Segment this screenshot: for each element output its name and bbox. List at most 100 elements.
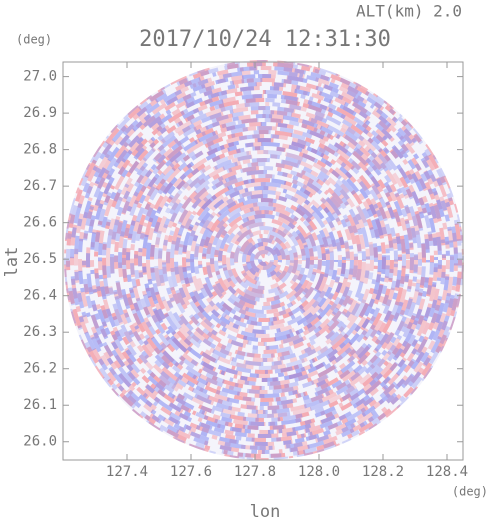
x-axis-label: lon (250, 502, 281, 521)
x-tick-label: 128.2 (362, 464, 404, 480)
y-tick-label: 26.4 (23, 288, 57, 304)
echo-ring (98, 94, 430, 426)
echo-ring (242, 238, 286, 282)
echo-ring (74, 70, 454, 450)
echo-ring (150, 146, 378, 374)
echo-field (64, 60, 464, 460)
x-tick-label: 127.8 (234, 464, 276, 480)
chart-title: 2017/10/24 12:31:30 (139, 27, 391, 52)
echo-ring (254, 250, 274, 270)
echo-ring (126, 122, 402, 398)
altitude-label: ALT(km) 2.0 (356, 2, 462, 21)
echo-ring (166, 162, 362, 358)
echo-ring (222, 218, 306, 302)
echo-ring (186, 182, 342, 338)
echo-ring (182, 178, 346, 342)
echo-ring (142, 138, 386, 382)
y-tick-label: 26.9 (23, 105, 57, 121)
echo-ring (66, 62, 462, 458)
y-tick-label: 27.0 (23, 69, 57, 85)
echo-ring (202, 198, 326, 322)
echo-ring (226, 222, 302, 298)
echo-ring (206, 202, 322, 318)
echo-ring (162, 158, 366, 362)
echo-ring (134, 130, 394, 390)
echo-ring (230, 226, 298, 294)
echo-ring (194, 190, 334, 330)
echo-ring (202, 198, 326, 322)
y-unit: (deg) (16, 33, 52, 47)
echo-ring (234, 230, 294, 290)
echo-ring (122, 118, 406, 402)
y-tick-label: 26.5 (23, 251, 57, 267)
echo-ring (178, 174, 350, 346)
echo-ring (110, 106, 418, 414)
y-tick-label: 26.0 (23, 434, 57, 450)
echo-ring (158, 154, 370, 366)
echo-ring (110, 106, 418, 414)
echo-ring (78, 74, 450, 446)
x-tick-label: 127.6 (170, 464, 212, 480)
echo-ring (170, 166, 358, 354)
echo-ring (70, 66, 458, 454)
echo-ring (178, 174, 350, 346)
echo-ring (238, 234, 290, 286)
echo-ring (230, 226, 298, 294)
echo-ring (258, 254, 270, 266)
echo-ring (246, 242, 282, 278)
echo-ring (190, 186, 338, 334)
echo-ring (166, 162, 362, 358)
echo-ring (210, 206, 318, 314)
echo-ring (138, 134, 390, 386)
echo-ring (94, 90, 434, 430)
x-tick-label: 128.4 (426, 464, 468, 480)
echo-ring (242, 238, 286, 282)
y-tick-label: 26.8 (23, 142, 57, 158)
echo-ring (130, 126, 398, 394)
echo-ring (222, 218, 306, 302)
echo-ring (254, 250, 274, 270)
echo-ring (154, 150, 374, 370)
echo-ring (170, 166, 358, 354)
echo-ring (122, 118, 406, 402)
echo-ring (118, 114, 410, 406)
echo-ring (114, 110, 414, 410)
echo-ring (106, 102, 422, 418)
y-tick-label: 26.2 (23, 361, 57, 377)
echo-ring (214, 210, 314, 310)
echo-ring (102, 98, 426, 422)
echo-ring (106, 102, 422, 418)
echo-ring (214, 210, 314, 310)
echo-ring (130, 126, 398, 394)
echo-ring (82, 78, 446, 442)
y-axis-label: lat (2, 247, 22, 278)
plot-frame (62, 61, 464, 461)
echo-ring (250, 246, 278, 274)
echo-ring (194, 190, 334, 330)
echo-ring (90, 86, 438, 434)
echo-ring (206, 202, 322, 318)
echo-ring (134, 130, 394, 390)
y-tick-label: 26.1 (23, 397, 57, 413)
echo-ring (70, 66, 458, 454)
echo-ring (66, 62, 462, 458)
echo-ring (234, 230, 294, 290)
echo-ring (86, 82, 442, 438)
echo-ring (174, 170, 354, 350)
echo-ring (114, 110, 414, 410)
echo-ring (150, 146, 378, 374)
y-tick-label: 26.3 (23, 324, 57, 340)
echo-ring (218, 214, 310, 306)
echo-ring (174, 170, 354, 350)
echo-ring (74, 70, 454, 450)
echo-ring (162, 158, 366, 362)
echo-ring (238, 234, 290, 286)
echo-ring (186, 182, 342, 338)
x-unit: (deg) (452, 485, 488, 499)
y-tick-label: 26.7 (23, 178, 57, 194)
y-tick-label: 26.6 (23, 215, 57, 231)
echo-ring (154, 150, 374, 370)
echo-ring (138, 134, 390, 386)
echo-ring (146, 142, 382, 378)
